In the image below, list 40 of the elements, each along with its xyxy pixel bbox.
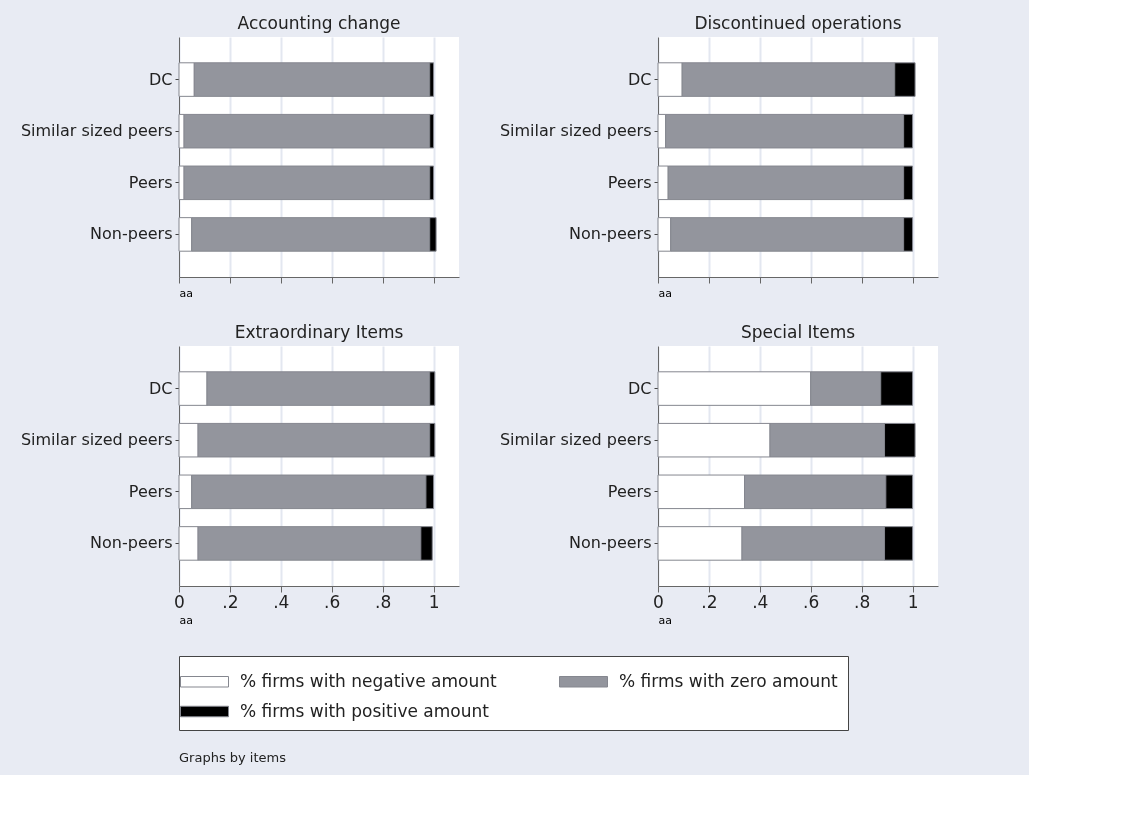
x-tick-label: .6 — [324, 591, 341, 612]
x-axis-title: aa — [658, 613, 672, 627]
y-tick-label: DC — [628, 69, 652, 89]
y-tick-label: Peers — [607, 481, 652, 501]
y-tick-label: DC — [628, 378, 652, 398]
x-tick-label: 1 — [428, 591, 440, 612]
legend-label: % firms with positive amount — [240, 700, 490, 721]
legend-label: % firms with negative amount — [240, 670, 497, 691]
y-tick-label: Similar sized peers — [20, 430, 173, 450]
y-tick-label: Non-peers — [90, 224, 173, 244]
chart-title: Accounting change — [237, 13, 401, 33]
y-tick-label: Peers — [607, 172, 652, 192]
y-tick-label: Similar sized peers — [499, 430, 652, 450]
text: Graphs by items — [179, 750, 287, 765]
y-tick-label: Similar sized peers — [20, 121, 173, 141]
y-tick-label: Peers — [128, 481, 173, 501]
x-tick-label: 0 — [653, 591, 664, 612]
x-tick-label: .8 — [854, 591, 871, 612]
x-axis-title: aa — [179, 613, 193, 627]
x-tick-label: .4 — [273, 591, 290, 612]
x-tick-label: .2 — [222, 591, 239, 612]
chart-title: Special Items — [740, 322, 856, 342]
y-tick-label: Non-peers — [569, 533, 652, 553]
x-tick-label: 0 — [174, 591, 185, 612]
y-tick-label: DC — [149, 69, 173, 89]
y-tick-label: Similar sized peers — [499, 121, 652, 141]
chart-title: Discontinued operations — [694, 13, 902, 33]
x-tick-label: .4 — [752, 591, 769, 612]
x-axis-title: aa — [658, 287, 672, 300]
y-tick-label: Non-peers — [569, 224, 652, 244]
y-tick-label: DC — [149, 378, 173, 398]
x-tick-label: .6 — [803, 591, 820, 612]
y-tick-label: Peers — [128, 172, 173, 192]
legend-label: % firms with zero amount — [619, 670, 838, 691]
x-tick-label: .8 — [375, 591, 392, 612]
x-axis-title: aa — [179, 287, 193, 300]
x-tick-label: 1 — [907, 591, 919, 612]
chart-title: Extraordinary Items — [234, 322, 404, 342]
y-tick-label: Non-peers — [90, 533, 173, 553]
x-tick-label: .2 — [701, 591, 718, 612]
